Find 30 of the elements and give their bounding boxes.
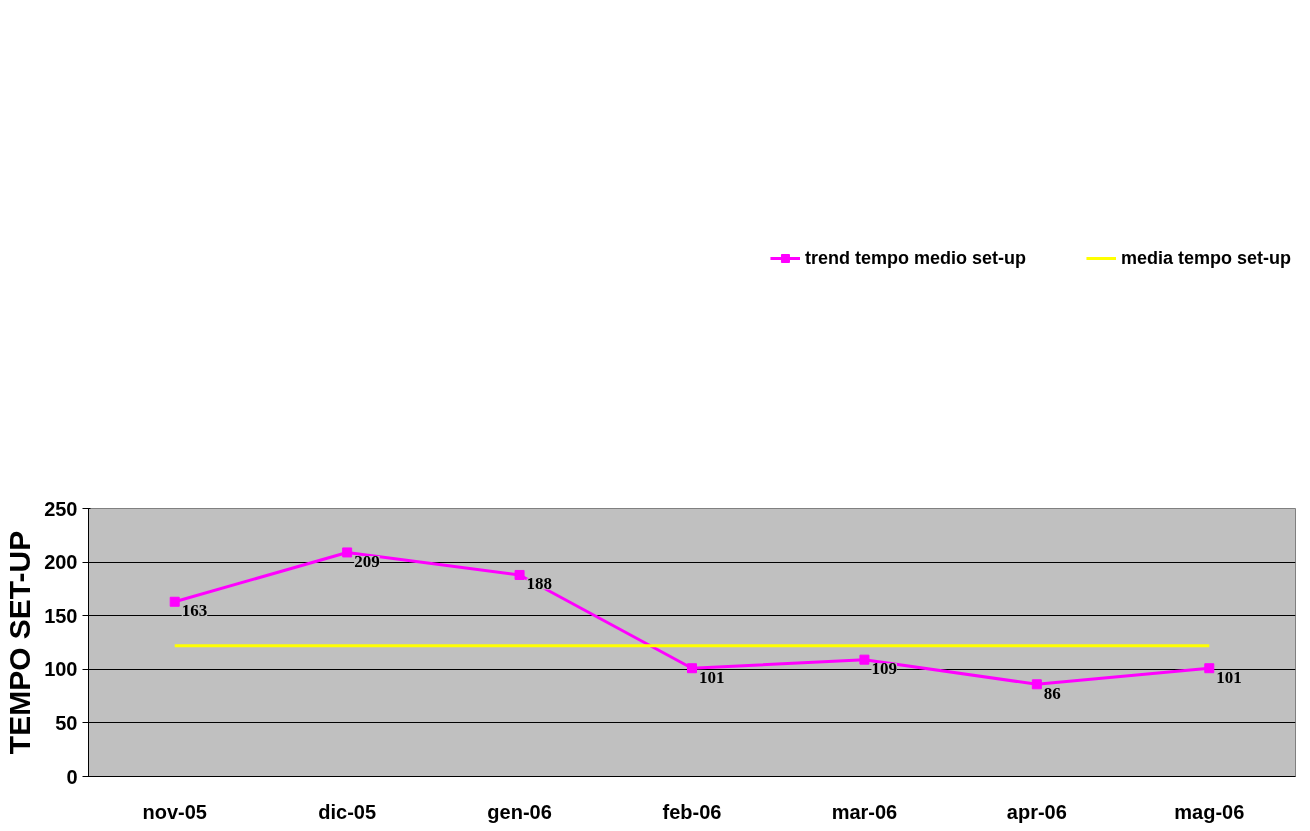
point xyxy=(1031,679,1042,690)
y-tick-label: 250 xyxy=(44,497,78,520)
data-label: 209 xyxy=(354,551,380,571)
x-tick-label: apr-06 xyxy=(1006,800,1067,823)
point xyxy=(1204,663,1215,674)
x-tick-label: mar-06 xyxy=(831,800,898,823)
data-label: 101 xyxy=(699,667,725,687)
data-label: 86 xyxy=(1043,683,1061,703)
legend-label: media tempo set-up xyxy=(1120,247,1291,269)
x-tick-label: nov-05 xyxy=(142,800,207,823)
point xyxy=(342,547,353,558)
point xyxy=(687,663,697,674)
y-axis-title: TEMPO SET-UP xyxy=(3,530,37,755)
y-tick-label: 100 xyxy=(44,658,78,681)
x-tick-label: dic-05 xyxy=(318,800,377,823)
y-tick-label: 0 xyxy=(66,765,78,788)
data-label: 188 xyxy=(526,574,553,594)
y-tick-label: 150 xyxy=(44,604,78,627)
y-tick-label: 200 xyxy=(44,551,78,574)
data-label: 109 xyxy=(871,659,897,679)
point xyxy=(169,596,180,607)
x-tick-label: gen-06 xyxy=(487,800,552,823)
legend-label: trend tempo medio set-up xyxy=(804,247,1026,269)
data-label: 101 xyxy=(1216,667,1242,687)
point xyxy=(859,654,870,665)
point xyxy=(514,569,525,580)
y-tick-label: 50 xyxy=(55,711,78,734)
x-tick-label: feb-06 xyxy=(662,800,722,823)
x-tick-label: mag-06 xyxy=(1174,800,1245,823)
data-label: 163 xyxy=(181,601,208,621)
